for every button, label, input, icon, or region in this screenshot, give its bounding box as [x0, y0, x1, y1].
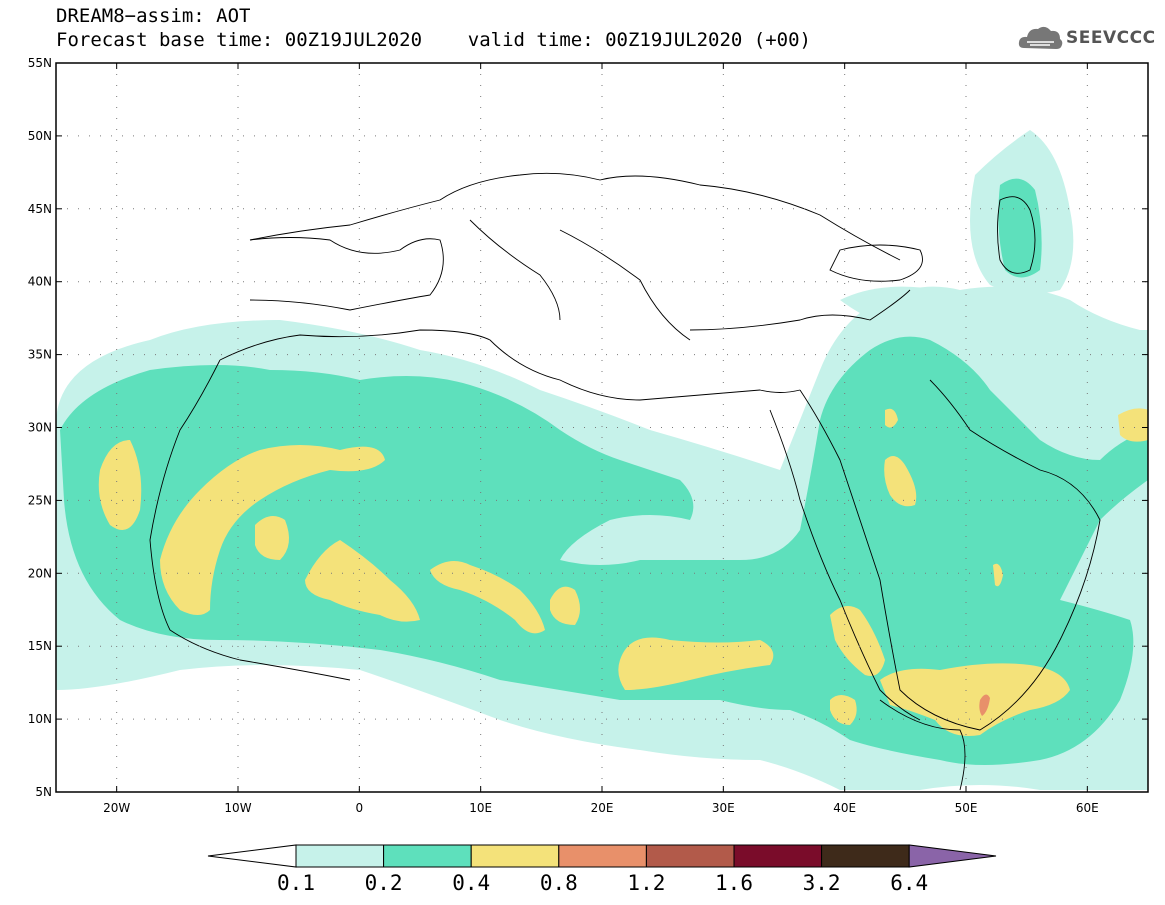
colorbar-level-label: 6.4	[890, 871, 929, 895]
aot-0.1-zone-black-sea	[840, 286, 1000, 335]
aot-fields	[56, 130, 1148, 790]
aot-0.4-zone-oman	[993, 563, 1003, 587]
lon-label: 10W	[224, 801, 251, 815]
lat-label: 55N	[28, 56, 52, 70]
colorbar-high-arrow	[908, 844, 997, 868]
lat-label: 40N	[28, 275, 52, 289]
latitude-labels: 55N 50N 45N 40N 35N 30N 25N 20N 15N 10N 5N	[28, 56, 52, 799]
lon-label: 30E	[712, 801, 735, 815]
aot-0.4-zone-chad	[550, 586, 580, 625]
coastline-red-sea	[769, 409, 921, 721]
aot-0.4-zone-iraq	[885, 408, 898, 428]
lat-label: 5N	[35, 785, 52, 799]
colorbar-level-label: 0.8	[539, 871, 578, 895]
colorbar-level-label: 0.1	[277, 871, 315, 895]
aot-0.4-zone-arabian-sea	[880, 663, 1070, 736]
colorbar-segment	[645, 844, 735, 868]
lon-label: 20W	[103, 801, 130, 815]
gridlines	[56, 63, 1148, 792]
aot-0.4-zone-mali	[305, 540, 420, 622]
lat-label: 15N	[28, 639, 52, 653]
lat-label: 25N	[28, 493, 52, 507]
colorbar-segment	[470, 844, 560, 868]
colorbar-segment	[733, 844, 823, 868]
lat-label: 50N	[28, 129, 52, 143]
coastline-europe	[249, 172, 901, 261]
coastline-balkans	[559, 229, 691, 341]
lat-label: 45N	[28, 202, 52, 216]
aot-0.4-zone-ethiopia	[830, 695, 857, 725]
colorbar-segment	[821, 844, 910, 868]
coastline-black-sea	[829, 244, 923, 282]
aot-1.2-zone-socotra	[979, 694, 990, 716]
colorbar-level-label: 3.2	[802, 871, 841, 895]
aot-0.4-zone-sahara-west	[160, 445, 385, 615]
colorbar-level-label: 1.6	[715, 871, 753, 895]
colorbar-low-arrow	[207, 844, 297, 868]
colorbar-segment	[558, 844, 647, 868]
forecast-time-line: Forecast base time: 00Z19JUL2020 valid t…	[56, 29, 811, 51]
colorbar-segment	[295, 844, 385, 868]
aot-0.4-zone-sudan	[618, 637, 774, 690]
lat-label: 10N	[28, 712, 52, 726]
longitude-labels: 20W 10W 0 10E 20E 30E 40E 50E 60E	[103, 801, 1099, 815]
colorbar-level-label: 0.2	[364, 871, 403, 895]
colorbar	[207, 844, 997, 868]
colorbar-level-label: 1.2	[627, 871, 666, 895]
logo-text: SEEVCCC	[1066, 28, 1156, 48]
lon-label: 10E	[469, 801, 492, 815]
coastline-north-africa	[219, 329, 801, 401]
lat-label: 35N	[28, 348, 52, 362]
aot-0.4-zone-mauritania	[255, 516, 289, 560]
coastline-west-africa	[149, 359, 351, 681]
coastline-arabia	[799, 379, 1101, 731]
aot-0.4-zone-iran	[1118, 408, 1148, 442]
coastline-caspian	[997, 196, 1036, 274]
aot-0.2-zone-caspian	[998, 178, 1042, 278]
aot-0.4-zone-west-coast	[98, 440, 142, 530]
seevccc-logo: SEEVCCC	[1018, 22, 1158, 56]
aot-0.4-zone-niger	[430, 561, 545, 634]
coastline-iberia	[249, 237, 444, 311]
coastline-turkey	[689, 289, 911, 331]
cloud-logo-icon	[1018, 26, 1063, 49]
lon-label: 0	[356, 801, 364, 815]
colorbar-level-label: 0.4	[452, 871, 491, 895]
lat-label: 30N	[28, 421, 52, 435]
lon-label: 50E	[955, 801, 978, 815]
colorbar-segment	[383, 844, 472, 868]
lon-label: 40E	[833, 801, 856, 815]
lon-label: 60E	[1076, 801, 1099, 815]
map-title: DREAM8−assim: AOT	[56, 5, 251, 27]
coastline-italy	[469, 219, 561, 321]
map-outlines	[149, 172, 1101, 791]
aot-0.4-zone-saudi	[884, 456, 917, 507]
lat-label: 20N	[28, 566, 52, 580]
coastline-horn	[879, 699, 966, 791]
lon-label: 20E	[591, 801, 614, 815]
axis-ticks	[56, 62, 1148, 793]
